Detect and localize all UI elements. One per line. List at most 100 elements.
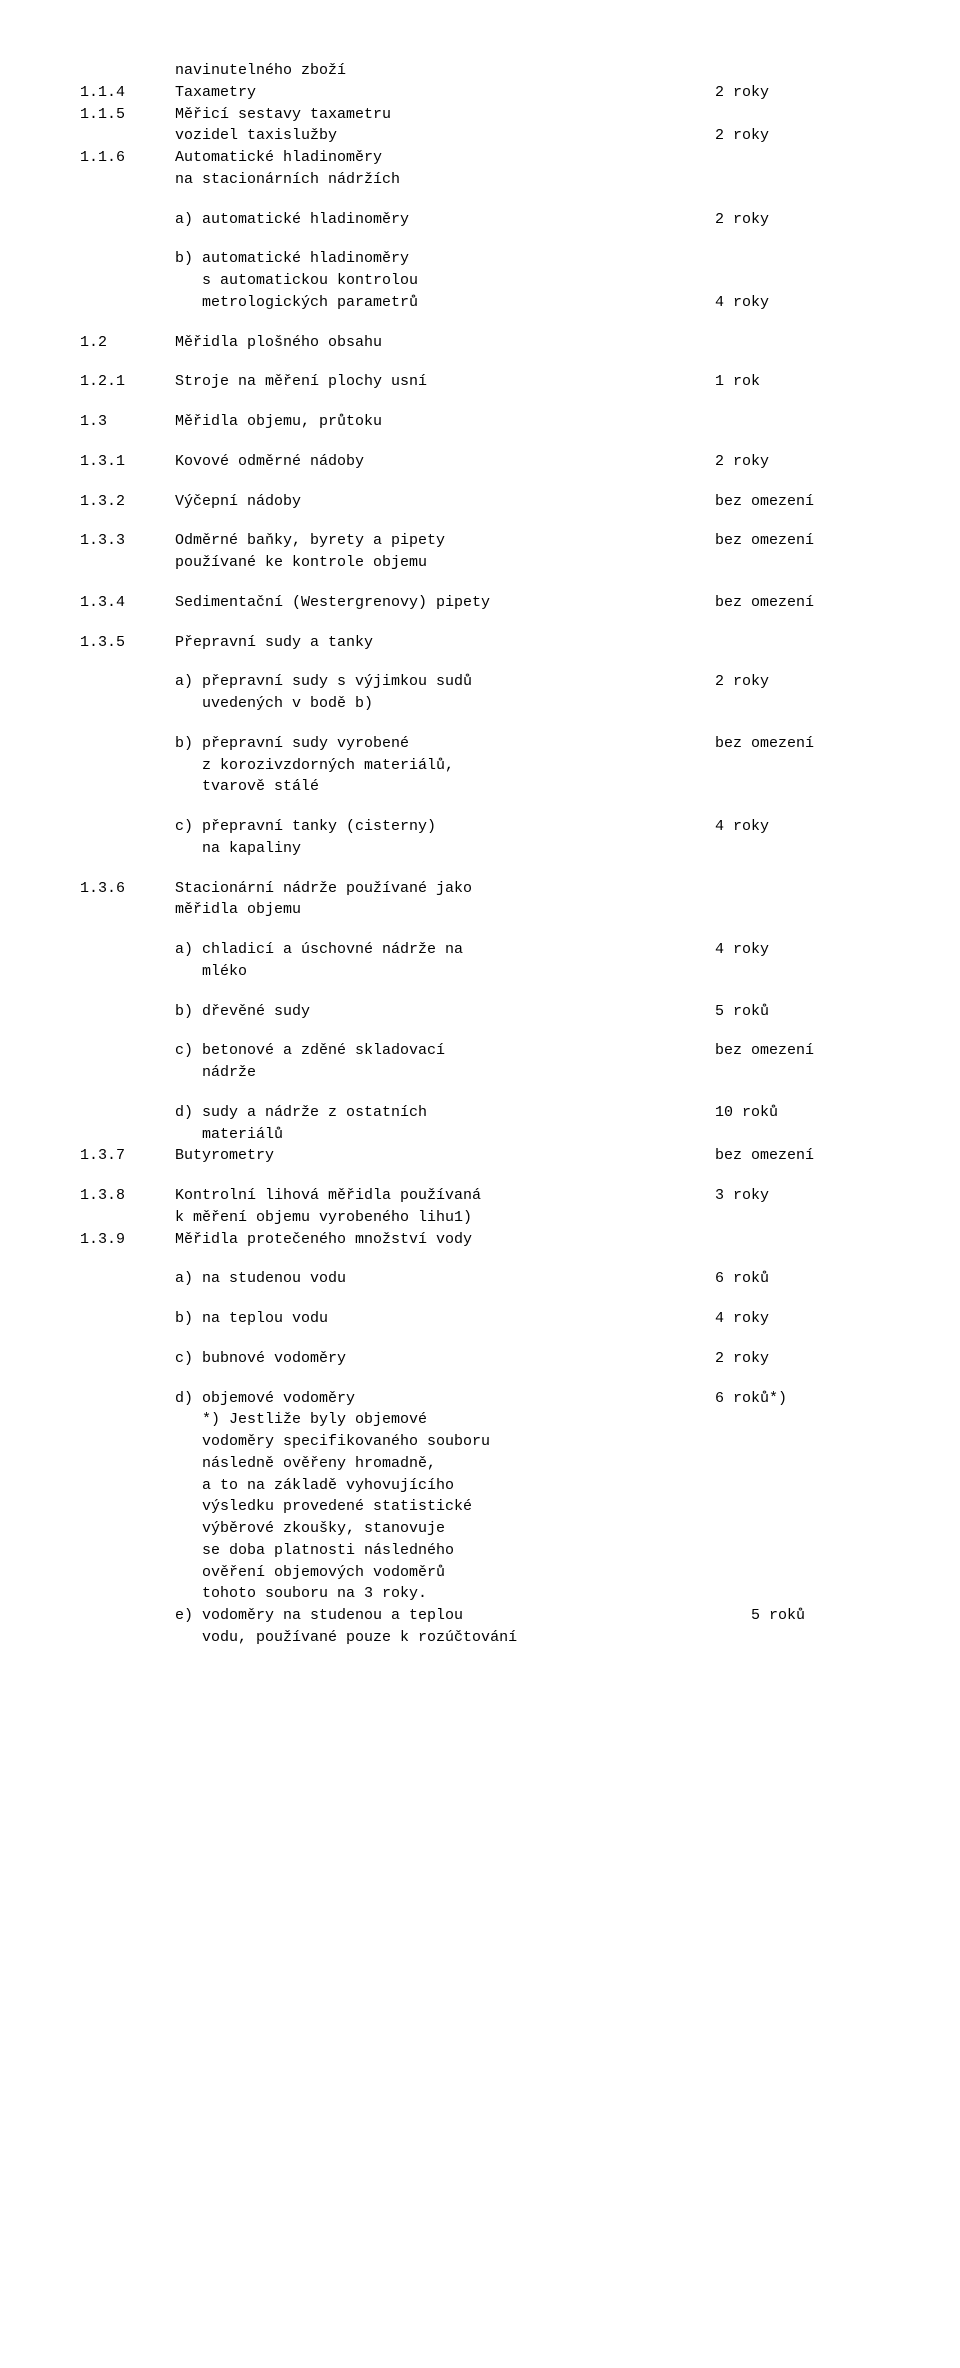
row-text: Odměrné baňky, byrety a pipety (175, 530, 715, 552)
row-number: 1.3.9 (80, 1229, 175, 1251)
document-row: 1.3.2Výčepní nádobybez omezení (80, 491, 880, 513)
document-row: na kapaliny (80, 838, 880, 860)
row-text: Měřidla objemu, průtoku (175, 411, 715, 433)
row-text: e) vodoměry na studenou a teplou (175, 1605, 715, 1627)
document-row: c) přepravní tanky (cisterny)4 roky (80, 816, 880, 838)
row-text: Měřidla protečeného množství vody (175, 1229, 715, 1251)
blank-line (80, 433, 880, 451)
row-text: se doba platnosti následného (175, 1540, 715, 1562)
row-text: k měření objemu vyrobeného lihu1) (175, 1207, 715, 1229)
document-row: tohoto souboru na 3 roky. (80, 1583, 880, 1605)
row-text: tohoto souboru na 3 roky. (175, 1583, 715, 1605)
row-number: 1.1.4 (80, 82, 175, 104)
row-value: bez omezení (715, 491, 880, 513)
row-text: na kapaliny (175, 838, 715, 860)
row-number: 1.3.1 (80, 451, 175, 473)
document-body: navinutelného zboží1.1.4Taxametry2 roky1… (80, 60, 880, 1649)
document-row: vozidel taxislužby2 roky (80, 125, 880, 147)
row-number: 1.1.5 (80, 104, 175, 126)
document-row: 1.3.9Měřidla protečeného množství vody (80, 1229, 880, 1251)
document-row: 1.3.1Kovové odměrné nádoby2 roky (80, 451, 880, 473)
row-number: 1.3.6 (80, 878, 175, 900)
blank-line (80, 1370, 880, 1388)
row-value: bez omezení (715, 1040, 880, 1062)
row-text: Kontrolní lihová měřidla používaná (175, 1185, 715, 1207)
row-value: 5 roků (715, 1001, 880, 1023)
row-text: Stacionární nádrže používané jako (175, 878, 715, 900)
row-text: ověření objemových vodoměrů (175, 1562, 715, 1584)
row-text: Automatické hladinoměry (175, 147, 715, 169)
row-text: vodu, používané pouze k rozúčtování (175, 1627, 715, 1649)
row-text: z korozivzdorných materiálů, (175, 755, 715, 777)
document-row: k měření objemu vyrobeného lihu1) (80, 1207, 880, 1229)
row-value: bez omezení (715, 592, 880, 614)
row-value: 4 roky (715, 292, 880, 314)
document-row: ověření objemových vodoměrů (80, 1562, 880, 1584)
document-row: uvedených v bodě b) (80, 693, 880, 715)
blank-line (80, 798, 880, 816)
row-text: tvarově stálé (175, 776, 715, 798)
row-number: 1.3.3 (80, 530, 175, 552)
row-value: bez omezení (715, 1145, 880, 1167)
document-row: vodoměry specifikovaného souboru (80, 1431, 880, 1453)
row-number: 1.2 (80, 332, 175, 354)
row-text: navinutelného zboží (175, 60, 715, 82)
blank-line (80, 921, 880, 939)
document-row: výsledku provedené statistické (80, 1496, 880, 1518)
blank-line (80, 473, 880, 491)
blank-line (80, 1022, 880, 1040)
document-row: 1.3.4Sedimentační (Westergrenovy) pipety… (80, 592, 880, 614)
row-text: a) na studenou vodu (175, 1268, 715, 1290)
row-text: c) bubnové vodoměry (175, 1348, 715, 1370)
row-text: a) přepravní sudy s výjimkou sudů (175, 671, 715, 693)
document-row: 1.2.1Stroje na měření plochy usní1 rok (80, 371, 880, 393)
row-text: b) na teplou vodu (175, 1308, 715, 1330)
row-text: c) betonové a zděné skladovací (175, 1040, 715, 1062)
row-number: 1.3.5 (80, 632, 175, 654)
row-text: na stacionárních nádržích (175, 169, 715, 191)
document-row: materiálů (80, 1124, 880, 1146)
document-row: 1.1.5Měřicí sestavy taxametru (80, 104, 880, 126)
row-text: b) dřevěné sudy (175, 1001, 715, 1023)
document-row: a) přepravní sudy s výjimkou sudů2 roky (80, 671, 880, 693)
document-row: se doba platnosti následného (80, 1540, 880, 1562)
row-text: b) přepravní sudy vyrobené (175, 733, 715, 755)
blank-line (80, 1330, 880, 1348)
document-row: z korozivzdorných materiálů, (80, 755, 880, 777)
document-row: b) automatické hladinoměry (80, 248, 880, 270)
blank-line (80, 512, 880, 530)
document-row: 1.3.8Kontrolní lihová měřidla používaná3… (80, 1185, 880, 1207)
document-row: 1.3.7Butyrometrybez omezení (80, 1145, 880, 1167)
row-number: 1.1.6 (80, 147, 175, 169)
row-text: c) přepravní tanky (cisterny) (175, 816, 715, 838)
row-number: 1.3.2 (80, 491, 175, 513)
blank-line (80, 230, 880, 248)
document-row: e) vodoměry na studenou a teplou 5 roků (80, 1605, 880, 1627)
row-text: a) chladicí a úschovné nádrže na (175, 939, 715, 961)
blank-line (80, 1084, 880, 1102)
row-value: 10 roků (715, 1102, 880, 1124)
row-value: 2 roky (715, 671, 880, 693)
document-row: d) sudy a nádrže z ostatních10 roků (80, 1102, 880, 1124)
blank-line (80, 614, 880, 632)
blank-line (80, 1250, 880, 1268)
row-text: používané ke kontrole objemu (175, 552, 715, 574)
row-value: 4 roky (715, 1308, 880, 1330)
row-text: mléko (175, 961, 715, 983)
row-value: 4 roky (715, 816, 880, 838)
blank-line (80, 1290, 880, 1308)
row-value: 1 rok (715, 371, 880, 393)
row-text: s automatickou kontrolou (175, 270, 715, 292)
document-row: měřidla objemu (80, 899, 880, 921)
document-row: 1.1.4Taxametry2 roky (80, 82, 880, 104)
row-text: následně ověřeny hromadně, (175, 1453, 715, 1475)
row-value: 6 roků*) (715, 1388, 880, 1410)
row-text: výběrové zkoušky, stanovuje (175, 1518, 715, 1540)
document-row: d) objemové vodoměry6 roků*) (80, 1388, 880, 1410)
blank-line (80, 191, 880, 209)
document-row: a to na základě vyhovujícího (80, 1475, 880, 1497)
row-text: Stroje na měření plochy usní (175, 371, 715, 393)
blank-line (80, 715, 880, 733)
row-value: bez omezení (715, 530, 880, 552)
document-row: 1.3.6Stacionární nádrže používané jako (80, 878, 880, 900)
